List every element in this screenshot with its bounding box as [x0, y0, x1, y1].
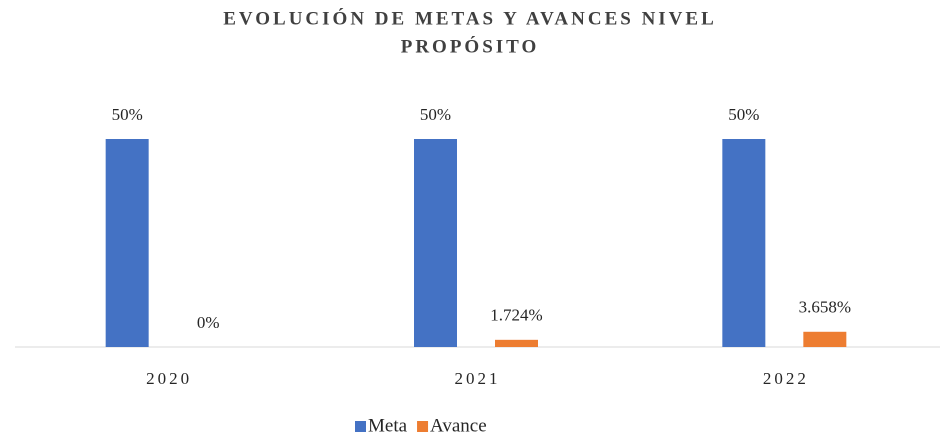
bar [722, 139, 766, 347]
legend-swatch [355, 421, 366, 432]
bar [105, 139, 149, 347]
x-tick-label: 2020 [146, 369, 192, 388]
x-tick-label: 2021 [455, 369, 501, 388]
legend-swatch [417, 421, 429, 432]
data-label: 50% [728, 105, 759, 124]
legend-label: Meta [368, 415, 408, 436]
data-label: 0% [197, 313, 220, 332]
bar [414, 139, 457, 347]
data-label: 50% [112, 105, 143, 124]
legend-label: Avance [430, 415, 487, 436]
bar [495, 339, 538, 347]
chart-title: PROPÓSITO [401, 35, 540, 57]
x-tick-label: 2022 [763, 369, 809, 388]
data-label: 50% [420, 105, 451, 124]
data-label: 3.658% [799, 298, 851, 317]
data-label: 1.724% [490, 306, 542, 325]
bar [803, 331, 847, 347]
chart-title: EVOLUCIÓN DE METAS Y AVANCES NIVEL [223, 7, 717, 29]
